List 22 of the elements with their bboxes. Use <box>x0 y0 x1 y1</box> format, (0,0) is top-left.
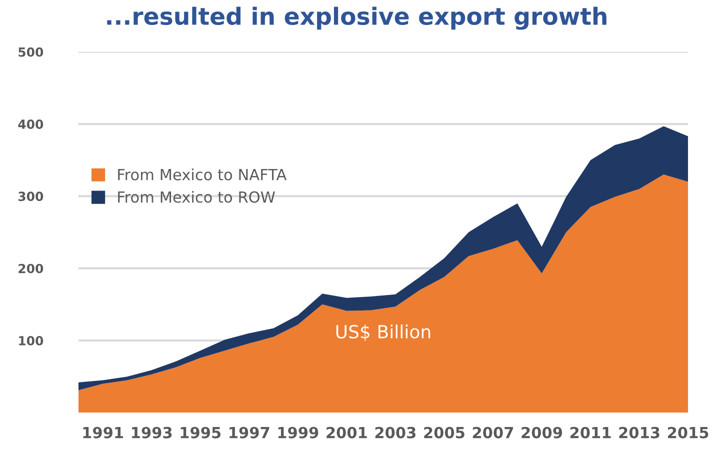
x-tick-label: 2001 <box>326 426 367 438</box>
x-tick-label: 2007 <box>472 426 514 438</box>
x-tick-label: 1997 <box>230 426 270 438</box>
y-tick-label: 500 <box>18 47 44 57</box>
legend-label: From Mexico to ROW <box>118 190 275 203</box>
annotation: US$ Billion <box>336 324 430 341</box>
y-tick-label: 100 <box>19 336 44 346</box>
x-tick-label: 1999 <box>278 426 318 438</box>
x-tick-label: 2015 <box>668 426 708 438</box>
x-tick-label: 2011 <box>570 426 611 438</box>
x-tick-label: 1995 <box>180 426 221 438</box>
chart-title: ...resulted in explosive export growth <box>107 6 606 30</box>
x-tick-label: 2005 <box>424 426 464 438</box>
x-tick-label: 1993 <box>132 426 172 438</box>
x-tick-label: 2003 <box>375 426 416 438</box>
y-tick-label: 400 <box>18 119 44 129</box>
x-tick-label: 1991 <box>83 426 124 438</box>
x-tick-label: 2009 <box>522 426 562 438</box>
y-tick-label: 300 <box>18 192 44 202</box>
y-tick-label: 200 <box>18 264 44 274</box>
legend-label: From Mexico to NAFTA <box>118 168 287 180</box>
x-tick-label: 2013 <box>619 426 660 438</box>
